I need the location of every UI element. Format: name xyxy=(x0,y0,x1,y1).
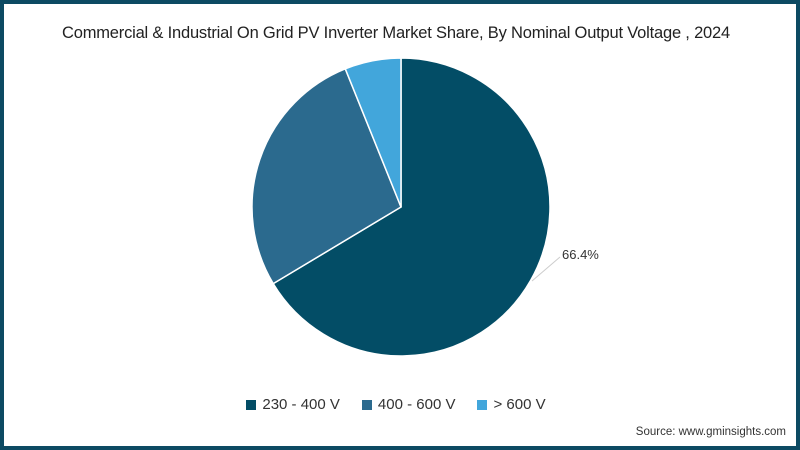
data-label-230-400: 66.4% xyxy=(562,247,599,262)
legend-item-600-plus: > 600 V xyxy=(477,396,546,413)
legend-item-400-600: 400 - 600 V xyxy=(361,396,455,413)
leader-line xyxy=(531,256,561,282)
pie-slice-1 xyxy=(251,67,402,285)
legend-swatch xyxy=(246,399,257,410)
chart-title: Commercial & Industrial On Grid PV Inver… xyxy=(62,24,730,42)
legend-item-230-400: 230 - 400 V xyxy=(246,396,340,413)
legend-swatch xyxy=(477,399,488,410)
legend: 230 - 400 V 400 - 600 V > 600 V xyxy=(0,396,792,413)
source-note: Source: www.gminsights.com xyxy=(635,426,786,438)
pie-slice-0 xyxy=(272,57,551,357)
pie-slice-2 xyxy=(344,57,402,208)
legend-swatch xyxy=(361,399,372,410)
